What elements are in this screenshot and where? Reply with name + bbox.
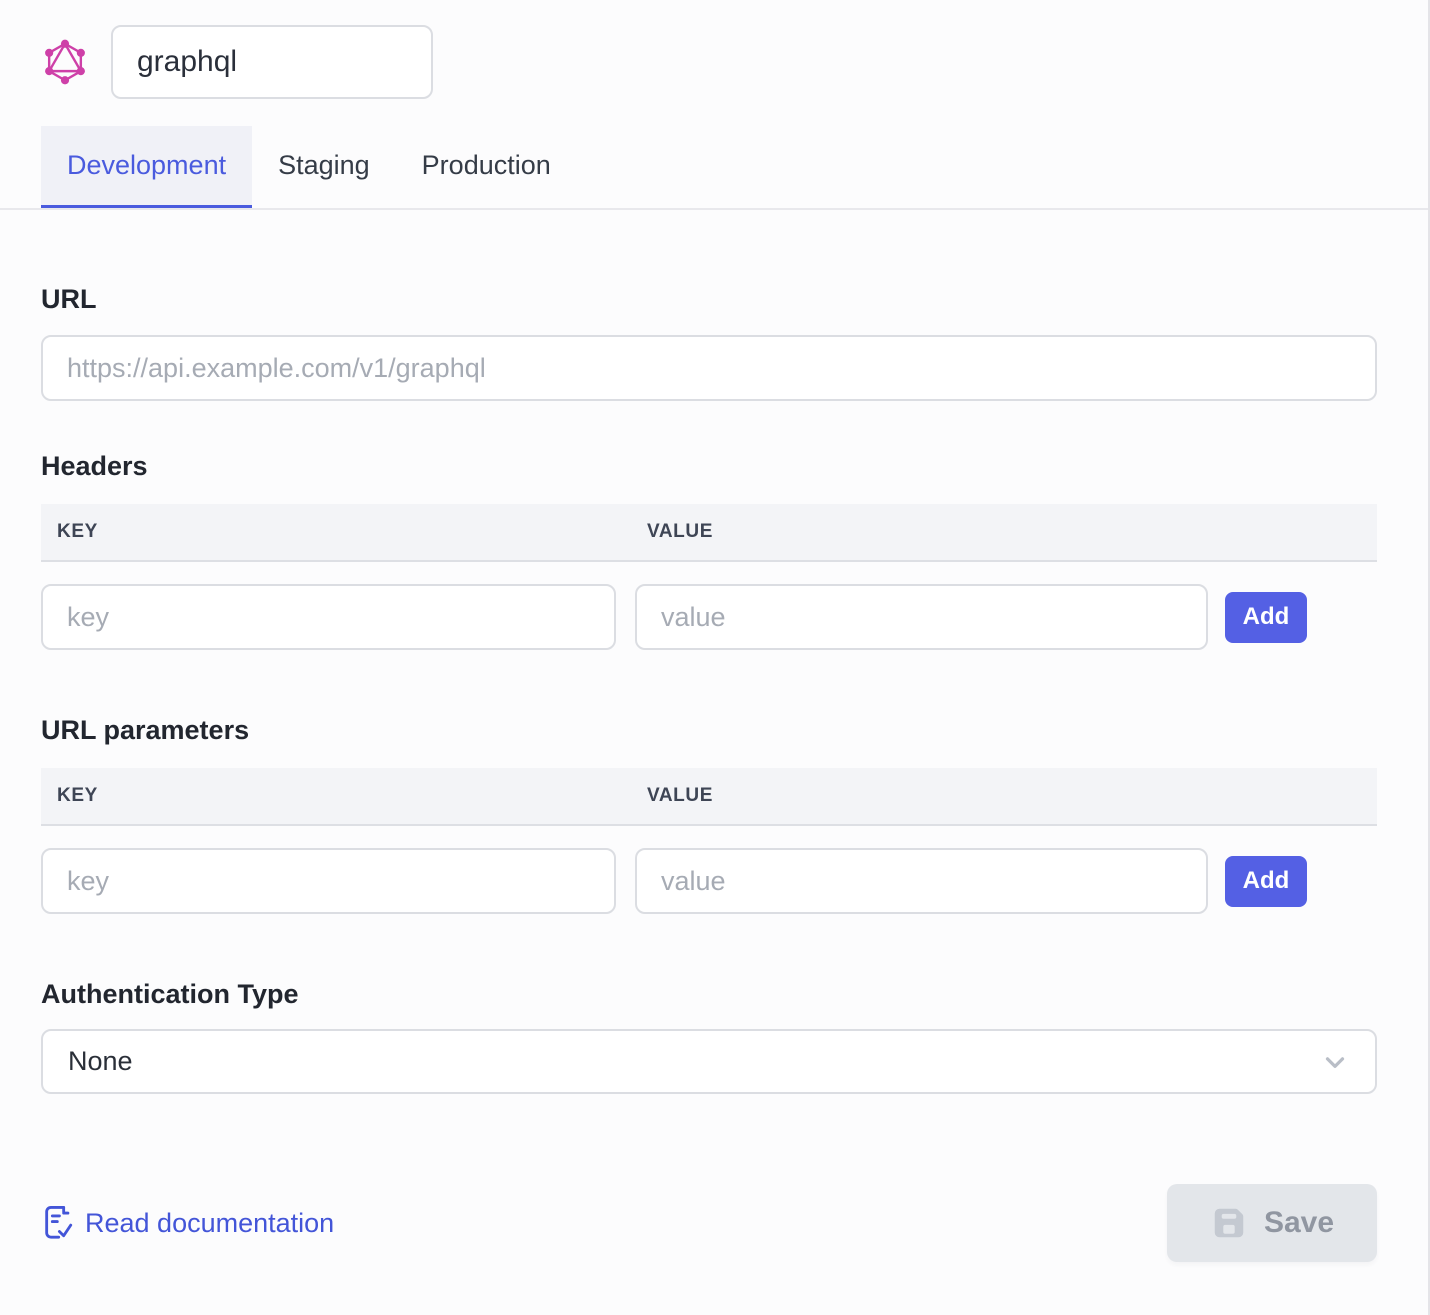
environment-form: URL Headers KEY VALUE Add URL parameters… <box>0 282 1428 1262</box>
form-footer: Read documentation Save <box>41 1184 1377 1262</box>
headers-value-input[interactable] <box>635 584 1208 650</box>
save-icon <box>1214 1208 1244 1238</box>
save-button-label: Save <box>1263 1206 1335 1239</box>
tabs-divider <box>0 208 1428 210</box>
read-documentation-link[interactable]: Read documentation <box>41 1204 334 1242</box>
url-parameters-key-input[interactable] <box>41 848 616 914</box>
headers-key-input[interactable] <box>41 584 616 650</box>
datasource-name-input[interactable] <box>111 25 433 99</box>
authentication-type-select[interactable]: None <box>41 1029 1377 1094</box>
url-parameters-value-column-header: VALUE <box>647 785 713 806</box>
tab-production[interactable]: Production <box>396 126 577 208</box>
panel-header: Development Staging Production <box>0 0 1428 208</box>
save-button[interactable]: Save <box>1167 1184 1377 1262</box>
doc-check-icon <box>45 1205 73 1239</box>
url-input[interactable] <box>41 335 1377 401</box>
tab-development[interactable]: Development <box>41 126 253 208</box>
url-parameters-add-button[interactable]: Add <box>1225 855 1307 907</box>
url-parameters-value-input[interactable] <box>635 848 1208 914</box>
headers-new-row: Add <box>41 584 1377 650</box>
read-documentation-label: Read documentation <box>85 1207 335 1238</box>
headers-label: Headers <box>41 451 148 481</box>
authentication-type-value: None <box>68 1046 133 1076</box>
datasource-name-row <box>41 25 1387 99</box>
authentication-type-label: Authentication Type <box>41 979 299 1009</box>
headers-table-header: KEY VALUE <box>41 504 1377 562</box>
tab-staging[interactable]: Staging <box>252 126 396 208</box>
environment-tabs: Development Staging Production <box>41 126 1387 208</box>
url-parameters-new-row: Add <box>41 848 1377 914</box>
headers-add-button[interactable]: Add <box>1225 591 1307 643</box>
url-parameters-label: URL parameters <box>41 715 250 745</box>
url-parameters-key-column-header: KEY <box>57 785 98 806</box>
headers-key-column-header: KEY <box>57 521 98 542</box>
chevron-down-icon <box>1325 1056 1345 1068</box>
headers-value-column-header: VALUE <box>647 521 713 542</box>
url-parameters-table-header: KEY VALUE <box>41 768 1377 826</box>
graphql-icon <box>45 39 85 85</box>
url-label: URL <box>41 284 97 314</box>
